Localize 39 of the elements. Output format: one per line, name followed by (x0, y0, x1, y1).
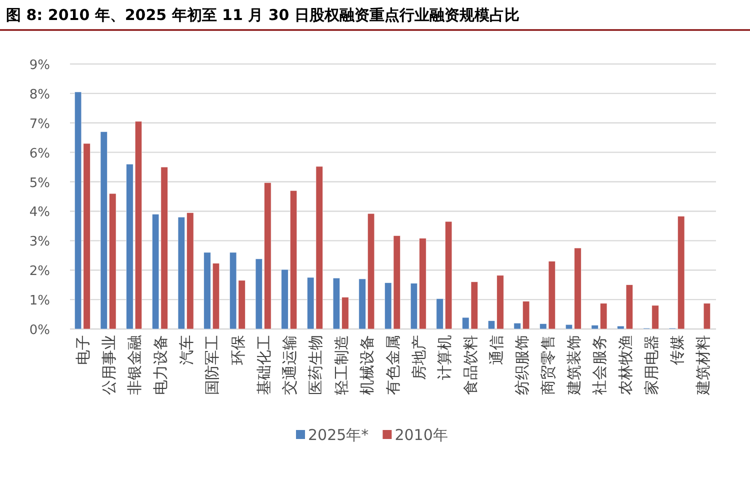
x-tick-label: 纺织服饰 (513, 335, 532, 395)
x-tick-label: 公用事业 (100, 335, 118, 395)
x-tick-label: 电力设备 (151, 335, 170, 395)
y-tick-label: 9% (29, 58, 50, 73)
bar (703, 303, 710, 330)
x-tick-label: 社会服务 (590, 335, 609, 395)
x-tick-label: 非银金融 (126, 335, 144, 395)
x-tick-label: 基础化工 (254, 335, 273, 395)
y-tick-label: 2% (29, 264, 50, 280)
x-tick-label: 机械设备 (358, 335, 376, 395)
x-tick-label: 传媒 (668, 335, 686, 365)
y-tick-label: 4% (29, 205, 50, 220)
y-tick-label: 0% (29, 323, 50, 338)
x-tick-label: 建筑材料 (694, 335, 712, 396)
chart-title: 图 8: 2010 年、2025 年初至 11 月 30 日股权融资重点行业融资规模占比 (6, 6, 520, 24)
x-tick-label: 轻工制造 (332, 335, 350, 395)
x-tick-label: 医药生物 (306, 335, 324, 395)
x-tick-label: 国防军工 (203, 335, 222, 395)
legend-label: 2010年 (394, 426, 448, 444)
y-tick-label: 6% (29, 146, 50, 162)
x-tick-label: 商贸零售 (539, 335, 558, 395)
y-tick-label: 7% (29, 116, 50, 132)
y-tick-label: 1% (29, 294, 50, 309)
x-tick-label: 电子 (74, 335, 92, 365)
y-tick-label: 5% (29, 176, 50, 191)
x-tick-label: 交通运输 (280, 335, 299, 395)
x-tick-label: 建筑装饰 (564, 335, 583, 396)
x-tick-label: 有色金属 (384, 335, 402, 395)
legend-label: 2025年* (308, 426, 370, 444)
x-tick-label: 食品饮料 (462, 335, 480, 395)
x-tick-label: 农林牧渔 (616, 335, 635, 395)
x-tick-label: 汽车 (177, 335, 196, 365)
y-tick-label: 3% (29, 234, 50, 250)
x-tick-label: 环保 (228, 335, 247, 365)
x-tick-label: 计算机 (436, 335, 454, 380)
y-tick-label: 8% (29, 87, 50, 102)
x-tick-label: 房地产 (410, 335, 428, 380)
x-tick-label: 家用电器 (642, 335, 660, 395)
x-tick-label: 通信 (487, 335, 506, 365)
